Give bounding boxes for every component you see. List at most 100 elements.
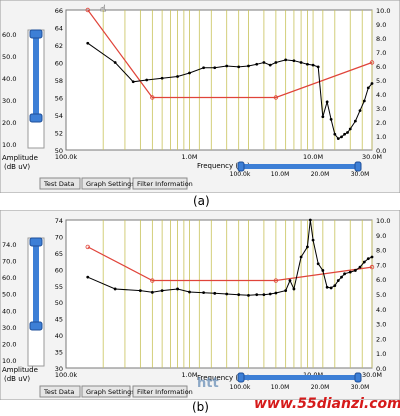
left-axis-tick-label: 50 <box>55 299 63 307</box>
amplitude-tick-label: 60.0 <box>2 31 16 39</box>
x-axis-tick-label: 100.0k <box>55 153 78 161</box>
data-point <box>325 100 329 104</box>
plot-area <box>65 9 373 151</box>
data-point <box>202 66 206 70</box>
data-point <box>268 63 272 67</box>
data-point <box>299 61 303 64</box>
left-axis-tick-label: 70 <box>55 233 63 241</box>
measurement-points <box>85 7 375 141</box>
figure-caption-b: (b) <box>192 400 209 414</box>
amplitude-scroll-range[interactable] <box>33 34 39 120</box>
zoom-scale-label: 100.0k <box>230 171 251 178</box>
right-axis-tick-label: 3.0 <box>376 105 386 113</box>
data-point <box>225 292 229 296</box>
x-axis-ticks: 100.0k 1.0M 10.0M 30.0M <box>55 153 382 161</box>
data-point <box>160 76 164 80</box>
right-axis-tick-label: 7.0 <box>376 49 386 57</box>
amplitude-lower-handle[interactable] <box>29 113 43 123</box>
amplitude-tick-label: 20.0 <box>2 119 16 127</box>
limit-point <box>85 244 90 250</box>
tab-graph-settings[interactable] <box>81 385 131 398</box>
amplitude-upper-handle[interactable] <box>29 237 43 247</box>
data-point <box>225 64 229 68</box>
data-point <box>348 270 352 274</box>
right-axis-tick-label: 5.0 <box>376 291 386 299</box>
amplitude-scroll-range[interactable] <box>33 242 39 328</box>
left-axis-ticks: 66 64 62 60 58 56 54 52 50 <box>55 7 63 155</box>
zoom-scale-label: 20.0M <box>311 384 330 391</box>
data-point <box>150 290 154 294</box>
amplitude-unit-label: (dB uV) <box>4 163 30 171</box>
right-axis-tick-label: 1.0 <box>376 350 386 358</box>
limit-point <box>150 95 155 100</box>
zoom-scale-label: 10.0M <box>271 384 290 391</box>
zoom-right-handle[interactable] <box>354 372 362 383</box>
tab-test-data[interactable] <box>39 385 81 398</box>
data-point <box>237 293 241 297</box>
data-point <box>145 78 149 82</box>
data-point <box>336 279 340 282</box>
amplitude-lower-handle[interactable] <box>29 321 43 331</box>
data-point <box>340 135 343 139</box>
tab-filter-information[interactable] <box>132 177 188 190</box>
tab-graph-settings-label: Graph Settings <box>86 388 135 396</box>
limit-point <box>369 264 375 270</box>
frequency-zoom-track[interactable] <box>240 375 360 380</box>
amplitude-tick-label: 74.0 <box>2 241 16 249</box>
data-point <box>358 265 362 269</box>
data-point <box>176 287 179 291</box>
left-axis-tick-label: 54 <box>55 112 63 120</box>
left-axis-tick-label: 56 <box>55 95 63 103</box>
amplitude-tick-label: 50.0 <box>2 291 16 299</box>
data-point <box>213 66 217 70</box>
watermark-site: www.55dianzi.com <box>254 396 400 412</box>
data-point <box>362 99 366 103</box>
data-point <box>343 272 346 276</box>
amplitude-tick-label: 50.0 <box>2 53 16 61</box>
left-axis-tick-label: 55 <box>55 283 63 291</box>
right-axis-tick-label: 0.0 <box>376 147 386 155</box>
data-point <box>343 132 346 136</box>
data-point <box>202 291 206 295</box>
zoom-left-handle[interactable] <box>237 161 245 172</box>
data-point <box>131 80 135 84</box>
zoom-right-handle[interactable] <box>354 161 362 172</box>
amplitude-tick-label: 10.0 <box>2 357 16 365</box>
zoom-scale-label: 20.0M <box>311 171 330 178</box>
left-axis-tick-label: 40 <box>55 332 63 340</box>
data-point <box>138 289 142 293</box>
x-axis-tick-label: 30.0M <box>362 371 382 379</box>
data-point <box>329 286 333 290</box>
data-point <box>316 262 320 266</box>
zoom-left-handle[interactable] <box>237 372 245 383</box>
left-axis-tick-label: 30 <box>55 365 63 373</box>
data-point <box>274 61 278 64</box>
data-point <box>262 293 266 297</box>
right-axis-tick-label: 3.0 <box>376 321 386 329</box>
data-point <box>311 238 315 242</box>
tab-filter-information[interactable] <box>132 385 188 398</box>
data-point <box>336 137 340 141</box>
left-axis-tick-label: 64 <box>55 25 63 33</box>
zoom-scale-label: 100.0k <box>230 384 251 391</box>
data-point <box>358 109 362 113</box>
x-axis-tick-label: 30.0M <box>362 153 382 161</box>
analyzer-panel-b: 74.0 70.0 60.0 50.0 40.0 30.0 20.0 10.0 Amplitu… <box>0 209 400 401</box>
x-axis-tick-label: 1.0M <box>182 153 198 161</box>
tab-test-data[interactable] <box>39 177 81 190</box>
amplitude-upper-handle[interactable] <box>29 29 43 39</box>
data-point <box>321 269 325 272</box>
right-axis-tick-label: 6.0 <box>376 276 386 284</box>
data-point <box>308 218 312 222</box>
data-point <box>213 291 217 295</box>
data-point <box>353 269 357 272</box>
tab-graph-settings[interactable] <box>81 177 131 190</box>
frequency-zoom-track[interactable] <box>240 164 360 169</box>
right-axis-tick-label: 10.0 <box>376 7 390 15</box>
amplitude-unit-label: (dB uV) <box>4 375 30 383</box>
right-axis-tick-label: 8.0 <box>376 247 386 255</box>
right-axis-tick-label: 0.0 <box>376 365 386 373</box>
left-axis-tick-label: 60 <box>55 266 63 274</box>
data-point <box>362 260 366 264</box>
x-axis-tick-label: 10.0M <box>303 153 323 161</box>
